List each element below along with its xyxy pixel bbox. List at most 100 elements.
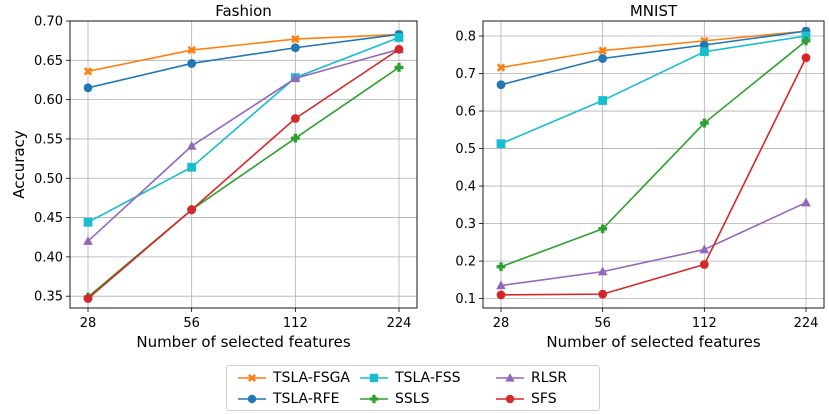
y-tick-label: 0.35: [34, 290, 63, 305]
data-point: [699, 260, 709, 269]
series-line: [500, 57, 807, 296]
y-tick-label: 0.2: [455, 255, 476, 270]
legend-item-tsla-rfe: TSLA-RFE: [237, 389, 340, 409]
data-point: [290, 114, 300, 123]
x-tick-label: 28: [493, 316, 510, 331]
y-tick-label: 0.7: [455, 67, 476, 82]
data-point: [187, 45, 196, 55]
data-point: [394, 62, 404, 72]
series-line: [500, 201, 807, 287]
legend-swatch: [496, 373, 524, 382]
chart-panel-0: 0.35 0.40 0.45 0.50 0.55 0.60 0.65 0.70 28 56 112 2…: [10, 2, 418, 351]
y-tick-label: 0.70: [34, 15, 63, 30]
legend-label: RLSR: [531, 370, 568, 386]
series-line: [87, 48, 400, 300]
data-point: [394, 33, 404, 42]
legend-item-rlsr: RLSR: [495, 368, 567, 388]
series-tsla-fsga: [496, 26, 811, 72]
data-point: [699, 40, 709, 50]
data-point: [496, 80, 506, 90]
data-point: [83, 294, 93, 303]
legend-label: TSLA-FSGA: [273, 370, 350, 386]
data-point: [496, 63, 506, 72]
x-tick-label: 112: [692, 316, 717, 331]
data-point: [83, 217, 93, 227]
y-tick-label: 0.60: [34, 93, 63, 108]
legend-label: TSLA-FSS: [395, 370, 461, 386]
data-point: [598, 54, 608, 63]
series-rlsr: [83, 44, 404, 245]
legend-label: SFS: [531, 391, 557, 407]
y-tick-label: 0.4: [455, 180, 476, 195]
legend-swatch: [238, 374, 266, 382]
series-line: [87, 48, 400, 242]
data-point: [83, 67, 93, 76]
x-tick-label: 28: [80, 316, 97, 331]
legend-swatch: [360, 394, 388, 404]
legend-label: TSLA-RFE: [273, 391, 340, 407]
chart-title: Fashion: [215, 2, 272, 20]
data-point: [187, 162, 197, 172]
data-point: [496, 280, 506, 290]
x-tick-label: 112: [283, 316, 308, 331]
data-point: [801, 36, 811, 46]
data-point: [598, 289, 608, 299]
series-line: [500, 30, 807, 69]
series-sfs: [83, 44, 404, 303]
series-line: [500, 35, 807, 145]
data-point: [83, 83, 93, 93]
x-tick-label: 224: [794, 316, 819, 331]
series-line: [500, 30, 807, 86]
data-point: [186, 140, 197, 150]
series-tsla-fss: [496, 31, 811, 149]
data-point: [187, 205, 197, 215]
series-ssls: [496, 36, 811, 272]
y-tick-label: 0.55: [34, 132, 63, 147]
series-line: [87, 33, 400, 89]
legend-swatch: [496, 394, 524, 404]
legend-swatch: [360, 373, 388, 383]
data-point: [699, 47, 709, 57]
series-line: [87, 36, 400, 223]
data-point: [801, 53, 811, 63]
series-line: [87, 66, 400, 298]
series-line: [87, 33, 400, 73]
series-tsla-fsga: [83, 30, 404, 76]
data-point: [496, 139, 506, 149]
data-point: [699, 244, 710, 254]
x-tick-label: 56: [594, 316, 611, 331]
data-point: [290, 43, 300, 53]
x-tick-label: 56: [183, 316, 200, 331]
data-point: [597, 266, 608, 276]
data-point: [699, 118, 709, 128]
data-point: [598, 224, 608, 234]
plot-frame: [482, 20, 825, 309]
data-point: [291, 34, 300, 44]
y-tick-label: 0.3: [455, 217, 476, 232]
legend-label: SSLS: [395, 391, 430, 407]
x-axis-label: Number of selected features: [136, 333, 350, 351]
chart-panel-1: 0.1 0.2 0.3 0.4 0.5 0.6 0.7 0.8 28 56 112 224 MNIST N…: [455, 2, 825, 351]
y-tick-label: 0.65: [34, 54, 63, 69]
x-tick-label: 224: [387, 316, 412, 331]
chart-title: MNIST: [630, 2, 678, 20]
data-point: [598, 46, 607, 55]
x-axis-label: Number of selected features: [546, 333, 760, 351]
data-point: [598, 96, 608, 105]
data-point: [394, 44, 404, 54]
data-point: [290, 73, 301, 83]
y-axis-label: Accuracy: [10, 130, 28, 199]
figure: 0.35 0.40 0.45 0.50 0.55 0.60 0.65 0.70 28 56 112 2…: [10, 2, 825, 351]
data-point: [801, 197, 811, 207]
legend-item-tsla-fss: TSLA-FSS: [359, 368, 460, 388]
y-tick-label: 0.40: [34, 250, 63, 265]
data-point: [187, 59, 197, 68]
legend-item-ssls: SSLS: [359, 389, 429, 409]
y-tick-label: 0.5: [455, 142, 476, 157]
series-line: [500, 40, 807, 268]
y-tick-label: 0.8: [455, 30, 476, 45]
data-point: [496, 290, 506, 300]
series-sfs: [496, 53, 811, 300]
legend-swatch: [238, 394, 266, 404]
y-tick-label: 0.45: [34, 211, 63, 226]
